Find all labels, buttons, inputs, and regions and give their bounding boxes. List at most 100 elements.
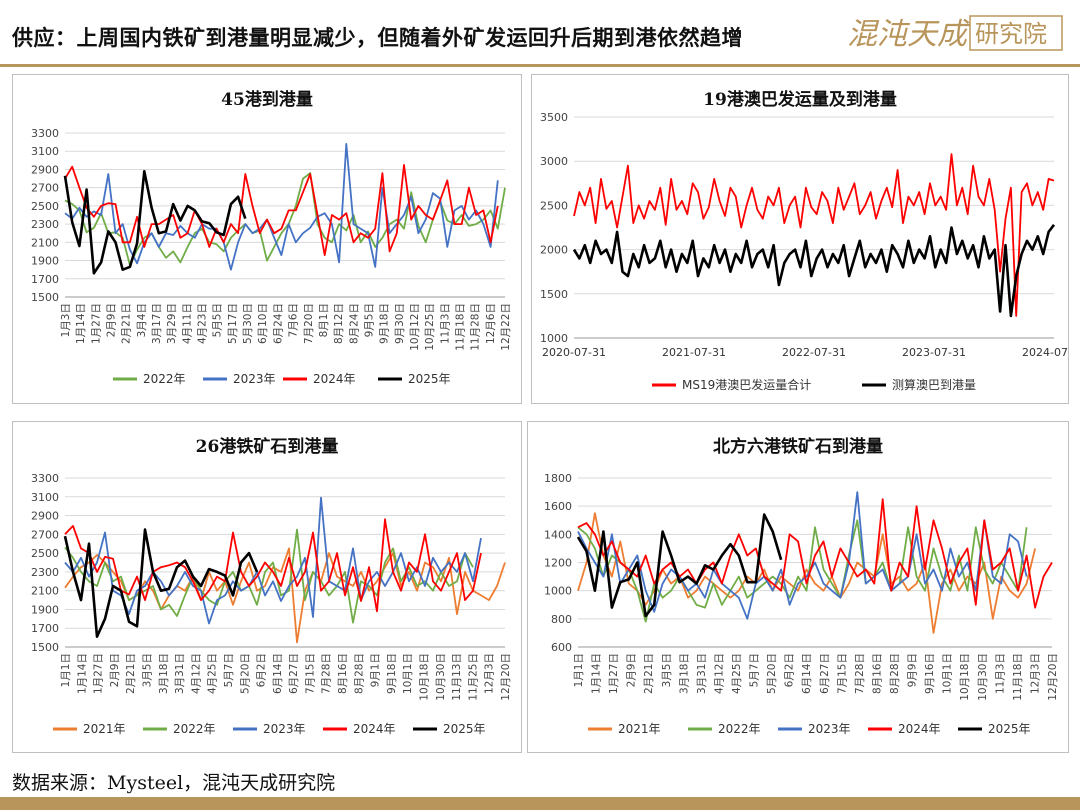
x-tick-label: 1月3日 [60, 303, 72, 337]
x-tick-label: 1月14日 [76, 653, 88, 694]
legend-label: 2021年 [83, 722, 126, 736]
data-source-note: 数据来源：Mysteel，混沌天成研究院 [12, 772, 336, 794]
x-tick-label: 8月28日 [353, 653, 365, 694]
x-tick-label: 4月23日 [197, 303, 209, 344]
series-line-2 [64, 496, 482, 625]
y-tick-label: 600 [551, 641, 572, 654]
x-tick-label: 1月1日 [573, 653, 585, 687]
chart-panel-19-ports-australia-brazil: 19港澳巴发运量及到港量 1000 1500 2000 2500 3000 3500 2020… [531, 74, 1069, 404]
y-tick-label: 1900 [31, 255, 59, 268]
x-tick-label: 8月12日 [333, 303, 345, 344]
x-tick-label: 9月30日 [394, 303, 406, 344]
y-tick-label: 1800 [544, 472, 572, 485]
x-tick-label: 9月18日 [379, 303, 391, 344]
y-tick-label: 2100 [31, 236, 59, 249]
y-tick-label: 2700 [31, 182, 59, 195]
x-tick-label: 2月21日 [125, 653, 137, 694]
y-tick-label: 2300 [31, 218, 59, 231]
y-tick-label: 3300 [31, 127, 59, 140]
x-tick-label: 3月17日 [151, 303, 163, 344]
x-tick-label: 5月7日 [223, 653, 235, 687]
x-tick-label: 1月14日 [75, 303, 87, 344]
y-tick-label: 2700 [31, 528, 59, 541]
x-tick-label: 10月30日 [435, 653, 447, 701]
y-tick-label: 2500 [540, 199, 568, 212]
y-tick-label: 2300 [31, 566, 59, 579]
chart-svg: 45港到港量 1500 1700 1900 2100 2300 2500 2700 2900 31… [31, 89, 512, 386]
x-tick-label: 1月1日 [60, 653, 72, 687]
y-tick-label: 1200 [544, 557, 572, 570]
x-tick-label: 2020-07-31 [542, 346, 606, 359]
legend-label: 2023年 [233, 372, 276, 386]
x-tick-label: 8月16日 [337, 653, 349, 694]
header-bar: 供应：上周国内铁矿到港量明显减少，但随着外矿发运回升后期到港依然趋增 混沌天成 … [0, 0, 1080, 70]
x-tick-label: 3月31日 [174, 653, 186, 694]
legend-label: MS19港澳巴发运量合计 [682, 377, 811, 392]
chart-panel-26-ports: 26港铁矿石到港量 1500 1700 1900 2100 2300 2500 2700 290… [12, 421, 522, 753]
y-tick-label: 2900 [31, 510, 59, 523]
x-tick-label: 4月12日 [713, 653, 725, 694]
legend-label: 2025年 [443, 722, 486, 736]
x-tick-label: 8月28日 [889, 653, 901, 694]
x-tick-label: 12月3日 [484, 653, 496, 694]
x-tick-label: 1月27日 [608, 653, 620, 694]
page-title: 供应：上周国内铁矿到港量明显减少，但随着外矿发运回升后期到港依然趋增 [12, 25, 743, 50]
y-tick-label: 2100 [31, 585, 59, 598]
legend-label: 2023年 [808, 722, 851, 736]
x-tick-label: 9月5日 [363, 303, 375, 337]
x-tick-label: 6月14日 [272, 653, 284, 694]
x-tick-label: 4月12日 [190, 653, 202, 694]
x-tick-label: 1月14日 [591, 653, 603, 694]
x-tick-label: 7月15日 [304, 653, 316, 694]
x-tick-label: 10月1日 [942, 653, 954, 694]
x-tick-label: 4月25日 [731, 653, 743, 694]
y-tick-label: 1500 [540, 288, 568, 301]
legend-label: 测算澳巴到港量 [892, 377, 976, 392]
x-tick-label: 7月28日 [854, 653, 866, 694]
legend-label: 2023年 [263, 722, 306, 736]
x-tick-label: 3月18日 [678, 653, 690, 694]
series-line-0 [64, 172, 506, 267]
legend-label: 2022年 [143, 372, 186, 386]
y-tick-label: 800 [551, 613, 572, 626]
chart-svg: 26港铁矿石到港量 1500 1700 1900 2100 2300 2500 2700 290… [31, 436, 512, 736]
x-tick-label: 5月30日 [242, 303, 254, 344]
x-tick-label: 2月9日 [626, 653, 638, 687]
x-tick-label: 7月6日 [288, 303, 300, 337]
series-line-0 [577, 512, 1036, 634]
x-tick-label: 12月3日 [1029, 653, 1041, 694]
y-tick-label: 1400 [544, 528, 572, 541]
x-tick-label: 6月2日 [256, 653, 268, 687]
y-tick-label: 1500 [31, 641, 59, 654]
series-line-2 [64, 164, 499, 257]
x-tick-label: 11月18日 [1012, 653, 1024, 701]
x-tick-label: 2024-07-31 [1022, 346, 1068, 359]
x-tick-label: 8月24日 [348, 303, 360, 344]
y-tick-label: 1000 [544, 585, 572, 598]
x-tick-label: 10月1日 [402, 653, 414, 694]
x-tick-label: 3月4日 [136, 303, 148, 337]
x-tick-label: 3月5日 [661, 653, 673, 687]
series-line-3 [63, 170, 247, 275]
series-line-3 [577, 498, 1053, 609]
legend-label: 2024年 [313, 372, 356, 386]
x-tick-label: 5月20日 [239, 653, 251, 694]
x-tick-label: 11月25日 [467, 653, 479, 701]
y-tick-label: 2500 [31, 200, 59, 213]
y-tick-label: 2000 [540, 244, 568, 257]
chart-title: 26港铁矿石到港量 [196, 436, 339, 457]
x-tick-label: 11月28日 [470, 303, 482, 351]
x-tick-label: 3月29日 [166, 303, 178, 344]
series-line-3 [64, 518, 482, 613]
x-tick-label: 11月3日 [439, 303, 451, 344]
y-tick-label: 3500 [540, 111, 568, 124]
y-tick-label: 3100 [31, 491, 59, 504]
y-tick-label: 1900 [31, 603, 59, 616]
chart-svg: 19港澳巴发运量及到港量 1000 1500 2000 2500 3000 3500 2020… [540, 89, 1068, 392]
chart-svg: 北方六港铁矿石到港量 600 800 1000 1200 1400 1600 1800 1月1日… [544, 436, 1059, 736]
x-tick-label: 7月20日 [303, 303, 315, 344]
x-tick-label: 10月25日 [424, 303, 436, 351]
x-tick-label: 4月11日 [181, 303, 193, 344]
legend-label: 2025年 [408, 372, 451, 386]
y-tick-label: 2500 [31, 547, 59, 560]
